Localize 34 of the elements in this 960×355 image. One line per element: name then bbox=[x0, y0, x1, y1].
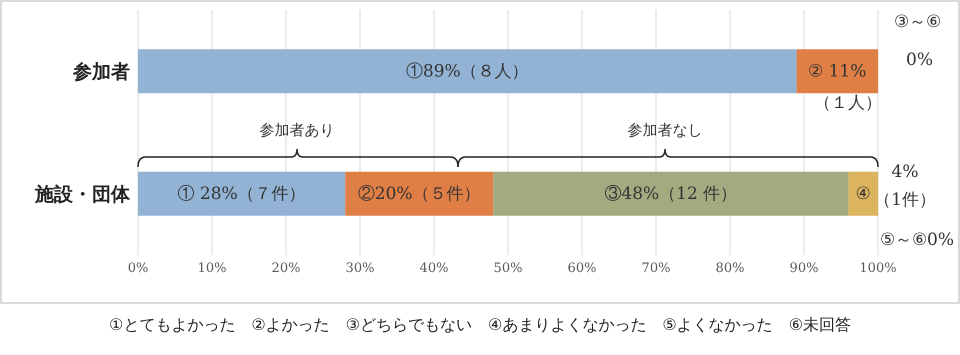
data-label: ① 28%（７件） bbox=[178, 184, 306, 204]
text: ⑤～⑥0% bbox=[880, 230, 954, 250]
text: ③～⑥ bbox=[894, 12, 941, 32]
y-tick-label: 施設・団体 bbox=[34, 183, 131, 206]
x-tick-label: 70% bbox=[642, 261, 670, 276]
bar bbox=[138, 172, 346, 216]
x-tick-label: 20% bbox=[272, 261, 300, 276]
annotation: 参加者あり bbox=[260, 121, 334, 139]
x-tick-label: 90% bbox=[790, 261, 818, 276]
annotation: 参加者なし bbox=[628, 121, 702, 139]
bar bbox=[138, 49, 797, 94]
bar bbox=[848, 172, 878, 216]
x-tick-label: 40% bbox=[420, 261, 448, 276]
x-tick-label: 50% bbox=[494, 261, 522, 276]
text: 0% bbox=[906, 50, 933, 70]
x-tick-label: 0% bbox=[128, 261, 148, 276]
annotation: （1件） bbox=[874, 190, 936, 210]
bar bbox=[345, 172, 494, 216]
annotation: （１人） bbox=[814, 93, 882, 113]
bar bbox=[796, 49, 878, 94]
data-label: ③48%（12 件） bbox=[604, 184, 738, 204]
x-tick-label: 10% bbox=[198, 261, 226, 276]
x-tick-label: 60% bbox=[568, 261, 596, 276]
x-tick-label: 100% bbox=[859, 261, 897, 276]
text: 4% bbox=[892, 162, 918, 182]
data-label: ②20%（５件） bbox=[358, 184, 481, 204]
data-label: ①89%（８人） bbox=[406, 61, 529, 82]
x-tick-label: 80% bbox=[716, 261, 744, 276]
bar bbox=[493, 172, 848, 216]
data-label: ② 11% bbox=[808, 61, 866, 82]
data-label: ④ bbox=[856, 184, 871, 204]
text: ①とてもよかった ②よかった ③どちらでもない ④あまりよくなかった ⑤よくなかった ⑥未回答 bbox=[108, 315, 852, 336]
x-tick-label: 30% bbox=[346, 261, 374, 276]
y-tick-label: 参加者 bbox=[72, 60, 130, 83]
